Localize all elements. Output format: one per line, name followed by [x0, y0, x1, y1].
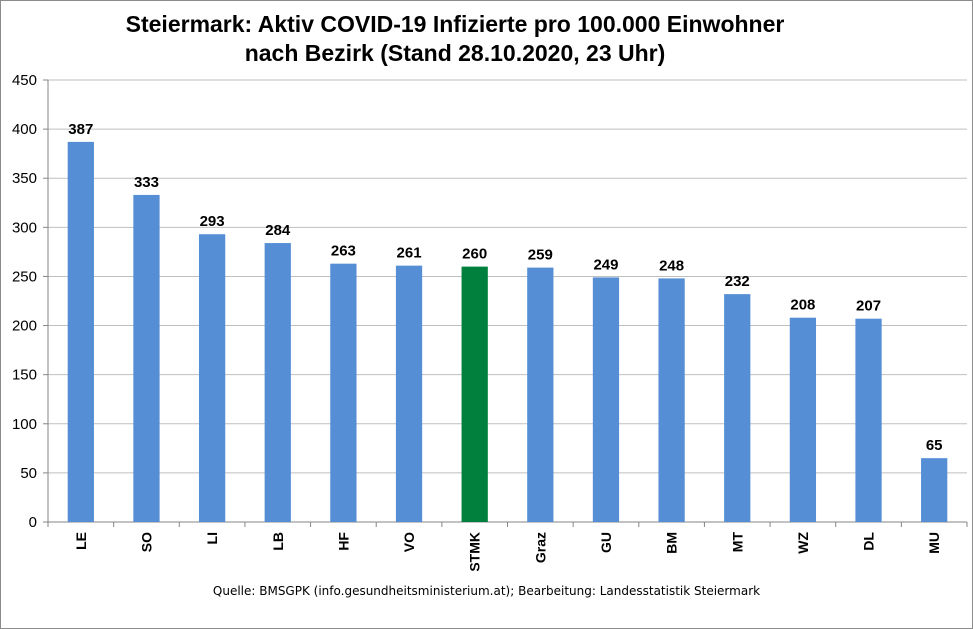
y-tick-label: 250: [12, 268, 37, 285]
x-tick-label-mt: MT: [729, 532, 745, 553]
bar-li: [198, 234, 226, 522]
bar-wz: [789, 317, 817, 522]
bar-lb: [264, 243, 291, 522]
x-tick-label-stmk: STMK: [467, 532, 483, 572]
data-label-lb: 284: [265, 222, 291, 239]
data-label-mt: 232: [725, 273, 750, 290]
data-label-gu: 249: [593, 256, 618, 273]
bar-mt: [724, 294, 751, 522]
y-tick-label: 450: [12, 72, 37, 89]
y-tick-label: 150: [12, 367, 37, 384]
axes: [43, 79, 968, 527]
chart-title-line-2: nach Bezirk (Stand 28.10.2020, 23 Uhr): [244, 40, 666, 66]
data-label-graz: 259: [528, 247, 553, 264]
data-label-stmk: 260: [462, 246, 487, 263]
data-label-li: 293: [200, 213, 225, 230]
chart-title: Steiermark: Aktiv COVID-19 Infizierte pr…: [0, 10, 910, 68]
y-tick-label: 400: [12, 121, 37, 138]
data-label-so: 333: [134, 174, 159, 191]
x-tick-label-lb: LB: [270, 532, 286, 551]
x-tick-label-li: LI: [204, 532, 220, 544]
x-tick-label-bm: BM: [664, 532, 680, 554]
x-tick-label-le: LE: [73, 532, 89, 550]
bar-graz: [527, 267, 554, 522]
bar-stmk: [461, 266, 488, 522]
gridlines: [48, 79, 967, 474]
data-label-bm: 248: [659, 257, 684, 274]
x-tick-label-wz: WZ: [795, 532, 811, 554]
x-tick-label-hf: HF: [335, 532, 351, 551]
bar-so: [133, 194, 160, 523]
x-tick-label-vo: VO: [401, 532, 417, 552]
x-tick-label-so: SO: [138, 532, 154, 552]
bar-dl: [855, 318, 882, 522]
data-label-mu: 65: [926, 437, 943, 454]
x-tick-label-gu: GU: [598, 532, 614, 553]
data-label-wz: 208: [790, 297, 815, 314]
bar-bm: [658, 278, 685, 522]
data-label-hf: 263: [331, 243, 356, 260]
data-label-vo: 261: [397, 245, 422, 262]
bars: [67, 141, 948, 523]
chart-title-line-1: Steiermark: Aktiv COVID-19 Infizierte pr…: [125, 11, 785, 37]
x-tick-label-dl: DL: [861, 532, 877, 551]
y-tick-label: 350: [12, 170, 37, 187]
y-tick-label: 300: [12, 219, 37, 236]
y-tick-label: 200: [12, 318, 37, 335]
bar-le: [67, 141, 94, 522]
y-tick-label: 0: [29, 514, 37, 531]
data-label-dl: 207: [856, 298, 881, 315]
bar-vo: [395, 265, 423, 522]
labels: 0 50 100 150 200 250 300 350 400 450 387 LE 333 SO 293…: [12, 72, 943, 572]
x-tick-label-graz: Graz: [532, 532, 548, 563]
y-tick-label: 50: [20, 465, 37, 482]
y-tick-label: 100: [12, 416, 37, 433]
bar-hf: [330, 263, 357, 522]
bar-gu: [592, 277, 620, 522]
bar-mu: [921, 458, 948, 522]
x-tick-label-mu: MU: [926, 532, 942, 554]
data-label-le: 387: [68, 121, 93, 138]
source-note: Quelle: BMSGPK (info.gesundheitsminister…: [212, 584, 761, 598]
